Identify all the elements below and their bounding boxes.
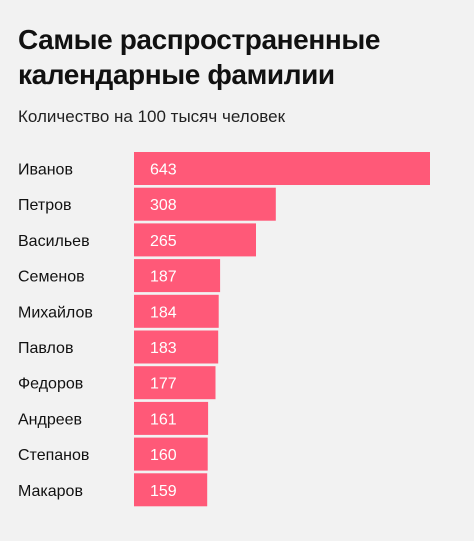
bar-row: Михайлов 184: [18, 294, 219, 328]
bar: [134, 152, 430, 185]
category-label: Андреев: [18, 411, 82, 428]
category-label: Петров: [18, 197, 72, 214]
bar-value-label: 643: [150, 162, 177, 179]
bar: [134, 401, 209, 435]
bar: [134, 187, 276, 221]
bar: [134, 437, 208, 471]
bar: [134, 330, 219, 364]
bar-row: Павлов 183: [18, 330, 219, 364]
bar: [134, 259, 221, 293]
chart-title: Самые распространенные календарные фамил…: [18, 24, 381, 90]
bar-value-label: 177: [150, 376, 177, 393]
bar-row: Макаров 159: [18, 473, 208, 507]
bar-value-label: 160: [150, 447, 177, 464]
category-label: Васильев: [18, 233, 90, 250]
bar: [134, 294, 219, 328]
bar-row: Федоров 177: [18, 366, 216, 400]
bar-row: Семенов 187: [18, 259, 221, 293]
bar-value-label: 308: [150, 197, 177, 214]
category-label: Павлов: [18, 340, 73, 357]
bar-row: Степанов 160: [18, 437, 208, 471]
category-label: Михайлов: [18, 304, 93, 321]
bar-chart-svg: Иванов 643 Петров 308 Васильев 265 Семенов 187 М…: [18, 152, 430, 507]
bar-chart: Иванов 643 Петров 308 Васильев 265 Семенов 187 М…: [0, 146, 474, 516]
bar: [134, 473, 208, 507]
bar-value-label: 265: [150, 233, 177, 250]
bar-row: Васильев 265: [18, 223, 256, 257]
category-label: Семенов: [18, 269, 85, 286]
bar-value-label: 183: [150, 340, 177, 357]
top-rule: [0, 0, 474, 6]
category-label: Макаров: [18, 483, 83, 500]
category-label: Федоров: [18, 376, 83, 393]
category-label: Иванов: [18, 162, 73, 179]
chart-subtitle: Количество на 100 тысяч человек: [18, 107, 286, 126]
bar-value-label: 187: [150, 269, 177, 286]
bar: [134, 223, 256, 257]
bar-row: Иванов 643: [18, 152, 430, 185]
bar-value-label: 159: [150, 483, 177, 500]
bar: [134, 366, 216, 400]
bar-row: Петров 308: [18, 187, 276, 221]
bar-row: Андреев 161: [18, 401, 209, 435]
bar-value-label: 184: [150, 304, 177, 321]
bar-value-label: 161: [150, 411, 177, 428]
category-label: Степанов: [18, 447, 89, 464]
